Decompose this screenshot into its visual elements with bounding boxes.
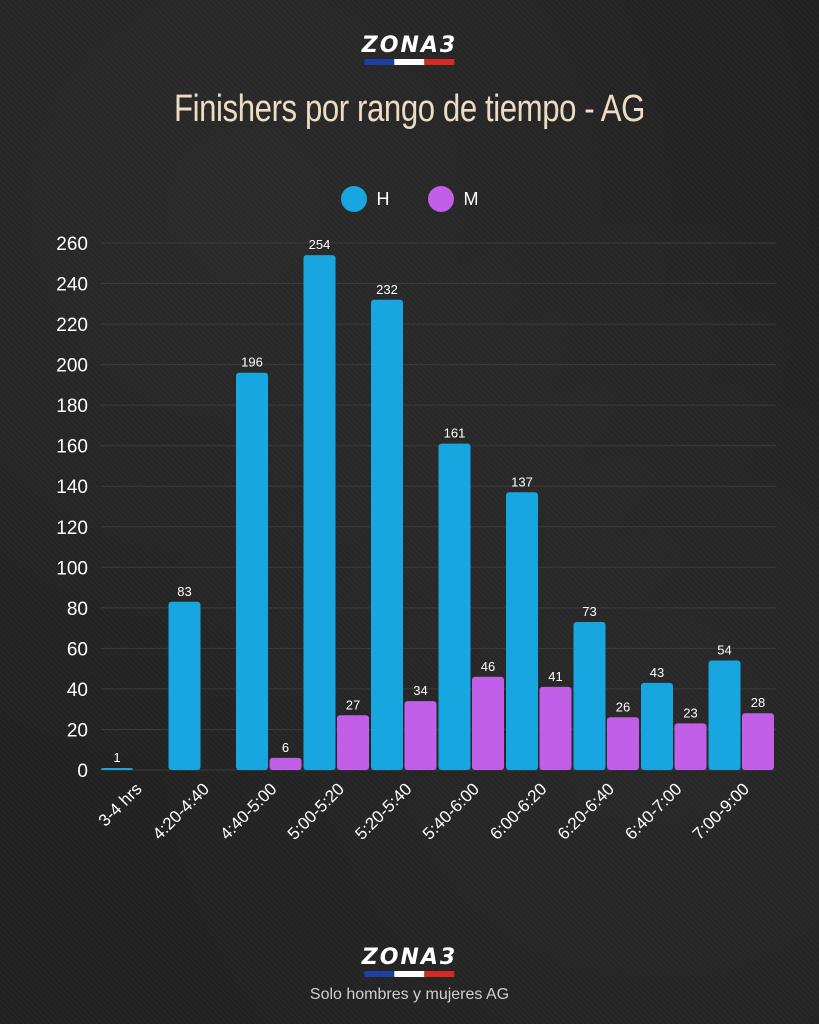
data-label: 1 — [113, 750, 120, 765]
data-label: 27 — [346, 697, 360, 712]
bar-h — [641, 682, 673, 770]
x-tick-label: 5:00-5:20 — [284, 779, 348, 843]
legend-swatch-h — [340, 186, 367, 212]
bar-m — [674, 723, 707, 770]
data-label: 41 — [548, 669, 562, 684]
x-tick-label: 7:00-9:00 — [689, 779, 753, 843]
x-tick-label: 5:20-5:40 — [351, 779, 415, 843]
bar-h — [168, 601, 201, 770]
bar-m — [742, 713, 774, 770]
chart-legend: H M — [0, 186, 819, 212]
bar-h — [101, 767, 133, 770]
bar-h — [438, 443, 471, 770]
data-label: 196 — [241, 355, 263, 370]
data-label: 54 — [717, 643, 731, 658]
brand-logo-bottom: ZONA3 — [362, 946, 457, 977]
y-tick-label: 160 — [56, 437, 88, 458]
brand-logo-text: ZONA3 — [361, 945, 458, 970]
data-label: 232 — [376, 282, 398, 297]
bar-h — [236, 372, 268, 770]
data-label: 6 — [282, 740, 289, 755]
y-tick-label: 60 — [67, 639, 88, 660]
y-tick-label: 20 — [67, 720, 88, 741]
data-label: 161 — [444, 426, 466, 441]
y-tick-label: 260 — [56, 234, 88, 255]
bar-m — [337, 715, 369, 770]
data-label: 254 — [309, 237, 331, 252]
data-label: 26 — [616, 699, 630, 714]
data-label: 28 — [751, 695, 765, 710]
bar-m — [472, 676, 504, 770]
bar-m — [607, 717, 639, 770]
bar-h — [506, 492, 538, 770]
y-tick-label: 120 — [56, 518, 88, 539]
data-label: 83 — [177, 584, 191, 599]
data-label: 137 — [511, 474, 533, 489]
brand-flag-stripe — [364, 59, 455, 65]
brand-logo-top: ZONA3 — [362, 34, 457, 65]
y-tick-label: 180 — [56, 396, 88, 417]
legend-swatch-m — [427, 186, 454, 212]
x-tick-label: 6:40-7:00 — [621, 779, 685, 843]
bar-h — [573, 622, 606, 770]
legend-item-m: M — [427, 186, 479, 212]
y-tick-label: 220 — [56, 315, 88, 336]
y-tick-label: 40 — [67, 680, 88, 701]
y-tick-label: 140 — [56, 477, 88, 498]
bar-m — [539, 686, 572, 770]
x-tick-label: 6:00-6:20 — [486, 779, 550, 843]
bar-h — [708, 660, 741, 770]
x-tick-label: 4:20-4:40 — [149, 779, 213, 843]
y-tick-label: 100 — [56, 558, 88, 579]
data-label: 43 — [650, 665, 664, 680]
data-label: 23 — [683, 705, 697, 720]
bar-m — [269, 757, 302, 770]
y-tick-label: 80 — [67, 599, 88, 620]
x-tick-label: 6:20-6:40 — [554, 779, 618, 843]
y-tick-label: 200 — [56, 356, 88, 377]
footer-note: Solo hombres y mujeres AG — [309, 986, 510, 1003]
brand-flag-stripe — [364, 971, 455, 977]
brand-logo-text: ZONA3 — [361, 33, 458, 58]
legend-label-h: H — [376, 188, 390, 209]
data-label: 46 — [481, 659, 495, 674]
bar-m — [404, 701, 437, 770]
x-tick-label: 3-4 hrs — [95, 779, 146, 830]
bar-h — [371, 299, 403, 770]
bar-h — [303, 255, 336, 770]
data-label: 73 — [582, 604, 596, 619]
chart-title: Finishers por rango de tiempo - AG — [173, 88, 646, 130]
legend-item-h: H — [340, 186, 390, 212]
x-tick-label: 4:40-5:00 — [216, 779, 280, 843]
y-tick-label: 0 — [77, 761, 88, 782]
data-label: 34 — [413, 683, 427, 698]
legend-label-m: M — [463, 188, 479, 209]
y-tick-label: 240 — [56, 275, 88, 296]
x-tick-label: 5:40-6:00 — [419, 779, 483, 843]
